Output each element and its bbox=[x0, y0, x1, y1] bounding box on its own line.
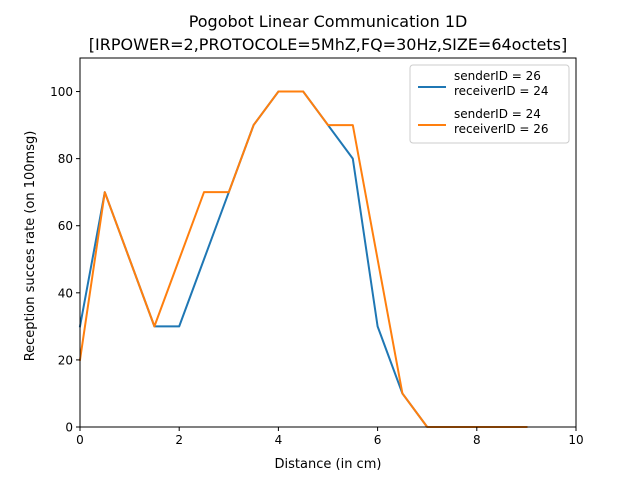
x-tick-label: 6 bbox=[374, 433, 382, 447]
legend-label-1: senderID = 26 bbox=[454, 69, 541, 83]
legend-label-1: receiverID = 24 bbox=[454, 84, 549, 98]
y-tick-label: 100 bbox=[50, 85, 73, 99]
chart-subtitle: [IRPOWER=2,PROTOCOLE=5MhZ,FQ=30Hz,SIZE=6… bbox=[89, 35, 567, 54]
legend-label-2: receiverID = 26 bbox=[454, 122, 549, 136]
legend-label-2: senderID = 24 bbox=[454, 107, 541, 121]
x-tick-label: 10 bbox=[568, 433, 583, 447]
y-tick-label: 0 bbox=[65, 421, 73, 435]
y-tick-label: 80 bbox=[58, 152, 73, 166]
y-tick-label: 60 bbox=[58, 219, 73, 233]
x-tick-label: 0 bbox=[76, 433, 84, 447]
x-tick-label: 8 bbox=[473, 433, 481, 447]
legend-box bbox=[409, 64, 570, 144]
x-tick-label: 2 bbox=[175, 433, 183, 447]
y-tick-label: 20 bbox=[58, 353, 73, 367]
axes-frame bbox=[79, 57, 577, 428]
x-tick-label: 4 bbox=[275, 433, 283, 447]
chart-title: Pogobot Linear Communication 1D bbox=[189, 12, 468, 31]
y-axis-label: Reception succes rate (on 100msg) bbox=[23, 131, 38, 362]
y-tick-label: 40 bbox=[58, 286, 73, 300]
x-axis-label: Distance (in cm) bbox=[275, 457, 382, 472]
